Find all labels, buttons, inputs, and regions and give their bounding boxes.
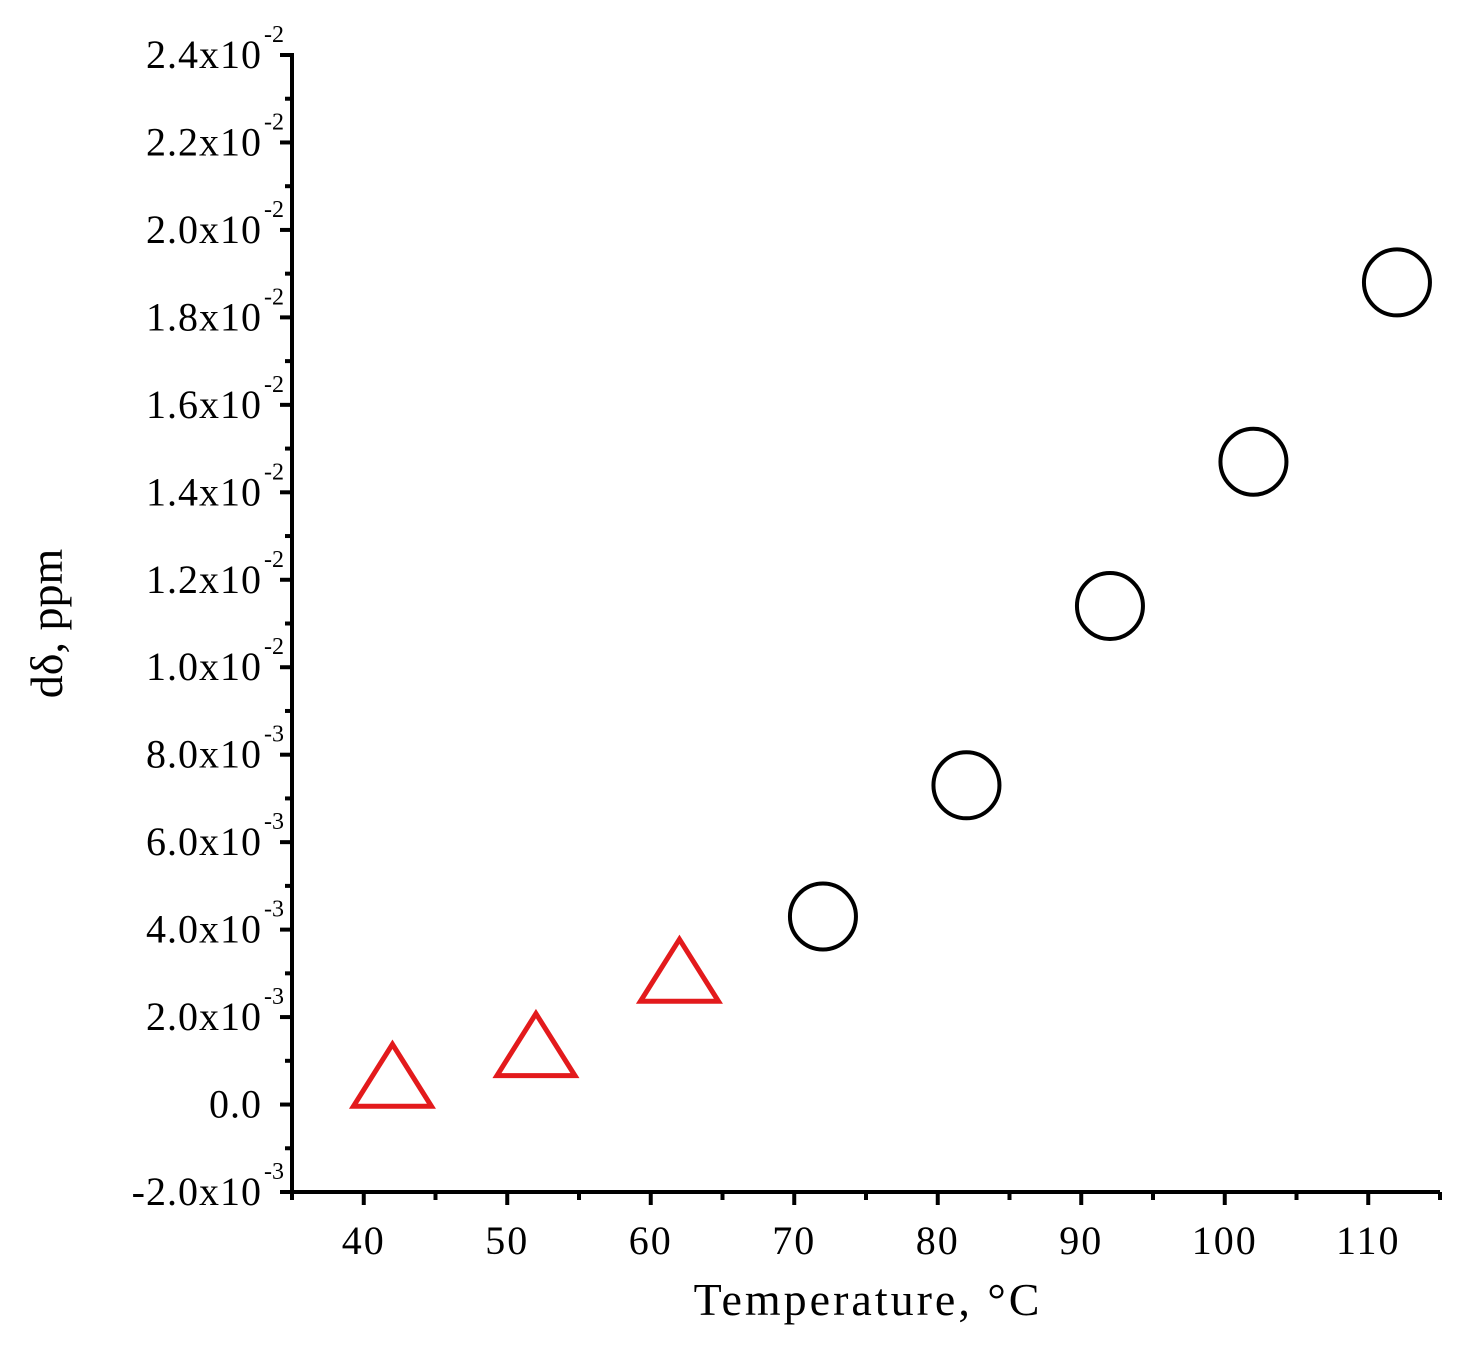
y-tick-exponent: -2 xyxy=(264,634,284,660)
y-tick-exponent: -3 xyxy=(264,809,284,835)
x-tick-label: 100 xyxy=(1192,1218,1258,1263)
y-axis-title: dδ, ppm xyxy=(21,549,72,699)
y-tick-label: 2.4x10 xyxy=(146,32,262,77)
x-axis-ticks: 40 50 60 70 80 90 100 110 xyxy=(290,1192,1442,1263)
y-tick-exponent: -3 xyxy=(264,722,284,748)
x-tick-label: 90 xyxy=(1059,1218,1103,1263)
axes xyxy=(290,53,1440,1194)
y-tick-exponent: -2 xyxy=(264,547,284,573)
x-tick-label: 80 xyxy=(916,1218,960,1263)
y-tick-exponent: -3 xyxy=(264,1159,284,1185)
y-tick-exponent: -3 xyxy=(264,984,284,1010)
y-tick-label: 8.0x10 xyxy=(146,732,262,777)
circle-marker xyxy=(1218,426,1289,497)
y-tick-label: 0.0 xyxy=(209,1082,262,1127)
y-tick-exponent: -2 xyxy=(264,459,284,485)
y-tick-exponent: -2 xyxy=(264,372,284,398)
y-tick-exponent: -2 xyxy=(264,22,284,48)
y-axis-ticks: 2.4x10 -22.2x10 -22.0x10 -21.8x10 -21.6x10 -2… xyxy=(132,22,292,1214)
circle-marker xyxy=(1074,571,1145,642)
x-tick-label: 40 xyxy=(342,1218,386,1263)
x-tick-label: 60 xyxy=(629,1218,673,1263)
y-tick-label: 6.0x10 xyxy=(146,819,262,864)
y-tick-label: -2.0x10 xyxy=(132,1169,262,1214)
y-tick-label: 2.0x10 xyxy=(146,994,262,1039)
y-tick-label: 1.6x10 xyxy=(146,382,262,427)
x-tick-label: 70 xyxy=(772,1218,816,1263)
y-tick-exponent: -2 xyxy=(264,109,284,135)
y-tick-label: 2.0x10 xyxy=(146,207,262,252)
y-tick-exponent: -2 xyxy=(264,284,284,310)
y-tick-exponent: -2 xyxy=(264,197,284,223)
triangle-marker xyxy=(348,1039,436,1109)
x-axis-title: Temperature, °C xyxy=(694,1274,1043,1325)
data-markers xyxy=(348,247,1432,1109)
y-tick-exponent: -3 xyxy=(264,897,284,923)
y-tick-label: 4.0x10 xyxy=(146,907,262,952)
x-tick-label: 110 xyxy=(1336,1218,1401,1263)
y-tick-label: 2.2x10 xyxy=(146,119,262,164)
y-tick-label: 1.2x10 xyxy=(146,557,262,602)
x-tick-label: 50 xyxy=(485,1218,529,1263)
circle-marker xyxy=(787,881,858,952)
triangle-marker xyxy=(492,1008,580,1079)
circle-marker xyxy=(1361,247,1432,318)
y-tick-label: 1.0x10 xyxy=(146,644,262,689)
triangle-marker xyxy=(635,934,723,1004)
y-tick-label: 1.4x10 xyxy=(146,469,262,514)
y-tick-label: 1.8x10 xyxy=(146,294,262,339)
circle-marker xyxy=(931,750,1002,821)
